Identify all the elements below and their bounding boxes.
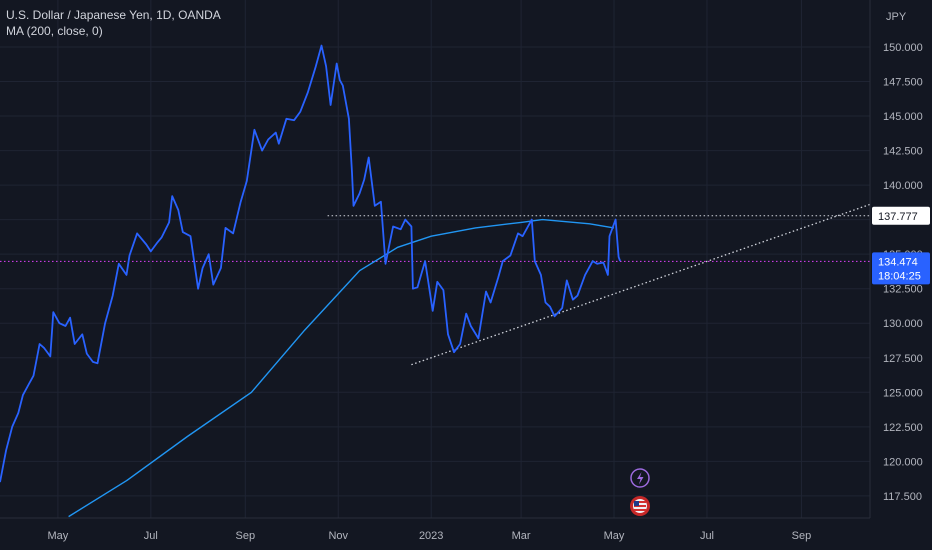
x-tick-label: Jul (144, 530, 158, 542)
currency-label: JPY (886, 11, 907, 23)
time-axis[interactable]: May Jul Sep Nov 2023 Mar May Jul Sep (0, 517, 870, 542)
x-tick-label: Nov (328, 530, 348, 542)
y-tick-label: 142.500 (883, 146, 923, 158)
chart-grid (0, 0, 870, 518)
current-price-text: 134.474 (878, 256, 918, 268)
y-tick-label: 120.000 (883, 456, 923, 468)
x-tick-label: Sep (792, 530, 812, 542)
y-tick-label: 140.000 (883, 180, 923, 192)
x-tick-label: Jul (700, 530, 714, 542)
chart-legend: U.S. Dollar / Japanese Yen, 1D, OANDA MA… (6, 7, 221, 39)
x-tick-label: Sep (236, 530, 256, 542)
trendline[interactable] (411, 203, 871, 366)
current-price-tag (872, 252, 930, 285)
x-tick-label: Mar (512, 530, 531, 542)
y-tick-label: 117.500 (883, 491, 922, 503)
y-tick-label: 150.000 (883, 42, 923, 54)
level-price-tag-text: 137.777 (878, 211, 918, 223)
lightning-icon[interactable] (630, 468, 650, 488)
horizontal-levels (0, 215, 870, 262)
ma-200-line (68, 218, 615, 518)
x-tick-label: May (48, 530, 69, 542)
symbol-title[interactable]: U.S. Dollar / Japanese Yen, 1D, OANDA (6, 8, 221, 22)
y-tick-label: 130.000 (883, 318, 923, 330)
indicator-label[interactable]: MA (200, close, 0) (6, 24, 103, 38)
x-tick-label: 2023 (419, 530, 443, 542)
event-icons[interactable] (630, 468, 650, 516)
us-flag-icon[interactable] (630, 496, 650, 516)
y-tick-label: 127.500 (883, 353, 923, 365)
x-tick-label: May (604, 530, 625, 542)
price-tags: 137.777 134.474 18:04:25 (872, 206, 930, 285)
y-tick-label: 132.500 (883, 284, 923, 296)
y-tick-label: 145.000 (883, 111, 923, 123)
y-tick-label: 147.500 (883, 76, 923, 88)
y-tick-label: 122.500 (883, 422, 923, 434)
level-price-tag (872, 206, 930, 225)
price-line (0, 44, 621, 483)
countdown-text: 18:04:25 (878, 270, 921, 282)
y-tick-label: 125.000 (883, 387, 923, 399)
